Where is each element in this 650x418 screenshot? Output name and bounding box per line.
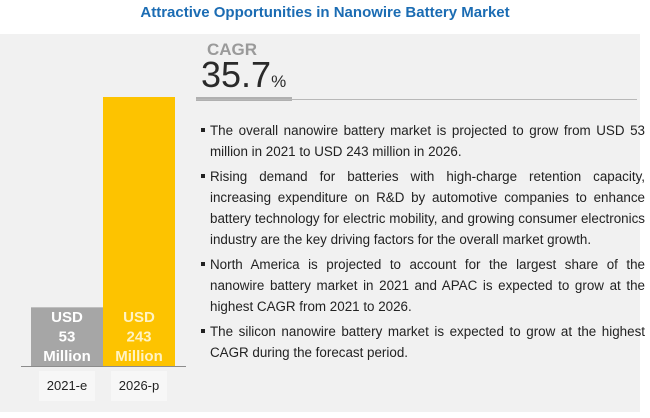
bar-data-label: Million [43, 348, 91, 365]
bullet-item: The overall nanowire battery market is p… [200, 120, 645, 162]
page-title: Attractive Opportunities in Nanowire Bat… [140, 4, 510, 21]
bullet-item: Rising demand for batteries with high-ch… [200, 166, 645, 250]
cagr-value: 35.7% [201, 55, 286, 102]
bullet-item: North America is projected to account fo… [200, 254, 645, 317]
bullet-list: The overall nanowire battery market is p… [200, 120, 645, 367]
cagr-unit: % [271, 72, 287, 91]
bar-data-label: USD [123, 309, 155, 326]
bullet-item: The silicon nanowire battery market is e… [200, 321, 645, 363]
bar-data-label: 53 [59, 329, 76, 346]
category-label-bg [39, 371, 95, 401]
category-label: 2021-e [47, 378, 87, 393]
divider [196, 99, 637, 100]
cagr-number: 35.7 [201, 54, 272, 95]
bar-data-label: 243 [126, 329, 151, 346]
category-label-bg [111, 371, 167, 401]
bar-2026-p [103, 97, 175, 366]
bar-data-label: USD [51, 309, 83, 326]
category-label: 2026-p [119, 378, 159, 393]
bar-2021-e [31, 307, 103, 366]
bar-data-label: Million [115, 348, 163, 365]
bar-chart: USD 53 Million 2021-e USD 243 Million 2026-p [21, 97, 186, 401]
cagr-label: CAGR [207, 40, 258, 59]
